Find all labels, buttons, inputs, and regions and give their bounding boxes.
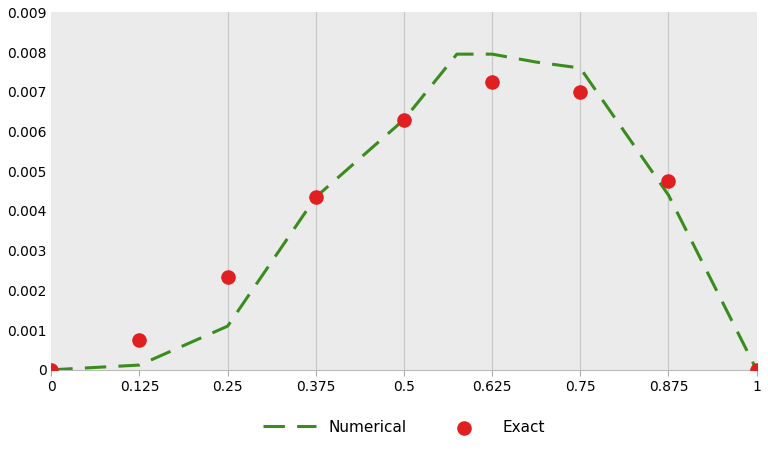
Numerical: [47, 367, 56, 373]
Numerical: [399, 117, 409, 122]
Exact: [310, 193, 322, 201]
Numerical: [576, 65, 585, 71]
Numerical: [135, 362, 144, 368]
Line: Numerical: Numerical: [51, 54, 756, 370]
Exact: [45, 366, 58, 373]
Numerical: [531, 60, 541, 65]
Numerical: [223, 323, 232, 329]
Numerical: [752, 367, 761, 373]
Numerical: [452, 51, 462, 57]
Exact: [750, 366, 763, 373]
Exact: [486, 78, 498, 86]
Exact: [662, 178, 674, 185]
Numerical: [664, 193, 673, 198]
Legend: Numerical, Exact: Numerical, Exact: [257, 414, 551, 441]
Numerical: [311, 194, 320, 200]
Exact: [134, 336, 146, 344]
Exact: [574, 88, 587, 96]
Exact: [398, 116, 410, 123]
Numerical: [488, 51, 497, 57]
Exact: [221, 273, 233, 280]
